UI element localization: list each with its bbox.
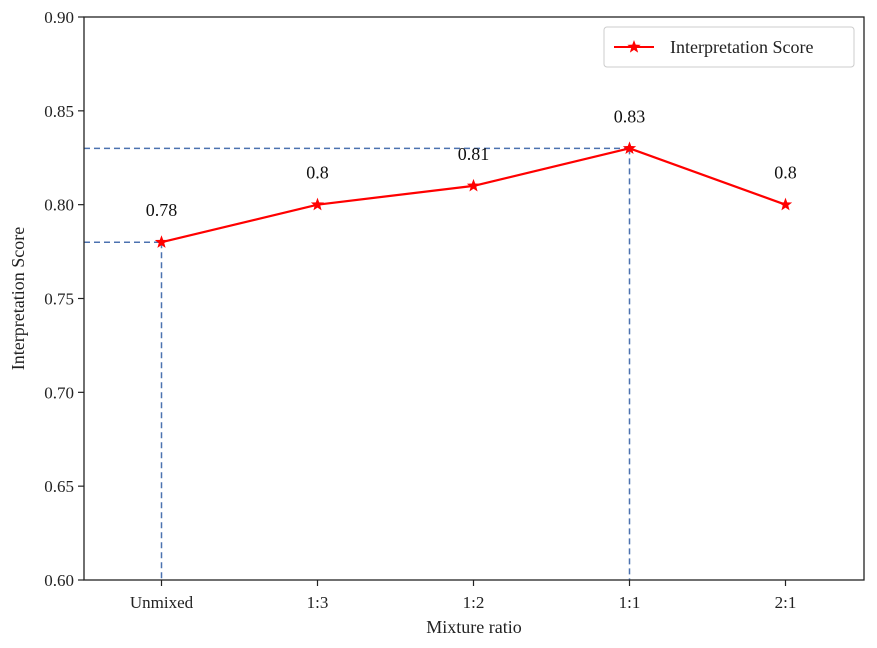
x-axis-label: Mixture ratio	[426, 617, 521, 637]
data-point-star	[466, 178, 481, 192]
data-point-star	[778, 197, 793, 211]
y-tick-label: 0.80	[44, 196, 74, 215]
legend-entry-label: Interpretation Score	[670, 37, 813, 57]
data-label: 0.83	[614, 106, 646, 126]
y-tick-label: 0.75	[44, 290, 74, 309]
data-label: 0.8	[306, 163, 329, 183]
legend: Interpretation Score	[603, 26, 855, 68]
data-label: 0.78	[146, 200, 178, 220]
x-tick-label: 2:1	[775, 593, 797, 612]
y-tick-label: 0.90	[44, 8, 74, 27]
data-label: 0.81	[458, 144, 490, 164]
y-tick-label: 0.85	[44, 102, 74, 121]
data-point-star	[154, 235, 169, 248]
x-tick-label: 1:3	[307, 593, 329, 612]
reference-lines	[84, 147, 631, 580]
series-layer: 0.78 0.8 0.81 0.83 0.8	[146, 106, 797, 248]
x-tick-label: 1:1	[619, 593, 641, 612]
plot-area-frame	[83, 16, 865, 581]
data-label: 0.8	[774, 163, 797, 183]
x-axis-ticks: Unmixed 1:3 1:2 1:1 2:1	[130, 580, 797, 612]
legend-box	[603, 26, 855, 68]
y-axis-ticks: 0.60 0.65 0.70 0.75 0.80 0.85 0.90	[44, 8, 84, 590]
x-tick-label: 1:2	[463, 593, 485, 612]
data-point-star	[310, 197, 325, 211]
data-point-star	[622, 141, 637, 155]
y-tick-label: 0.60	[44, 571, 74, 590]
y-tick-label: 0.70	[44, 383, 74, 402]
legend-star-marker	[627, 40, 641, 53]
x-tick-label: Unmixed	[130, 593, 194, 612]
y-tick-label: 0.65	[44, 477, 74, 496]
y-axis-label: Interpretation Score	[8, 227, 28, 370]
